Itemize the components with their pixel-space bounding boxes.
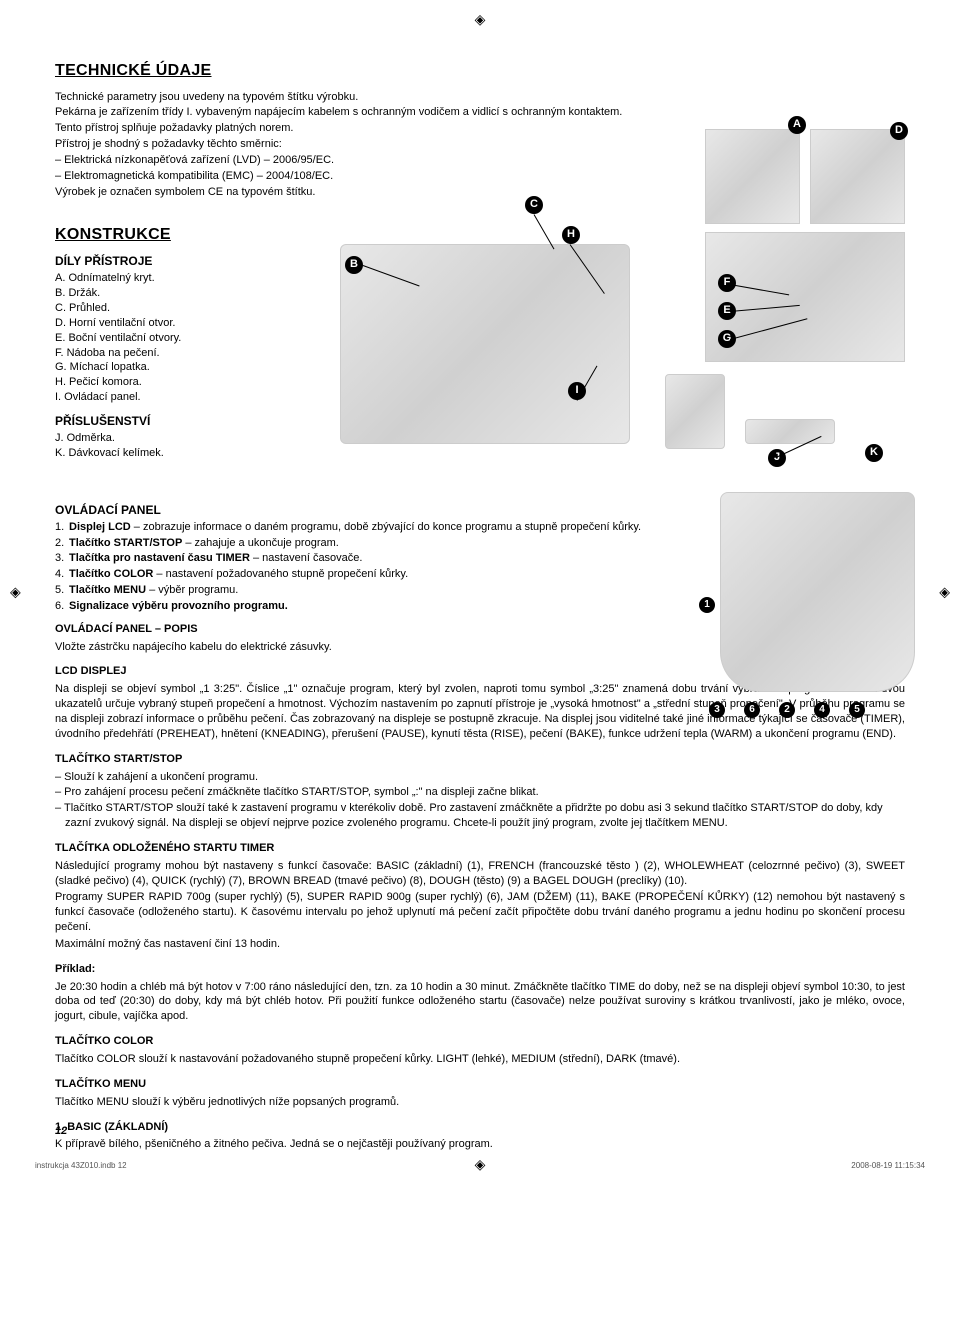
panel-item: 4.Tlačítko COLOR – nastavení požadovanéh… xyxy=(55,567,695,582)
heading-construction: KONSTRUKCE xyxy=(55,224,300,246)
registration-mark-left: ◈ xyxy=(10,583,21,602)
text-paragraph: K přípravě bílého, pšeničného a žitného … xyxy=(55,1137,905,1152)
panel-callout-2: 2 xyxy=(779,702,795,718)
subheading-menu: TLAČÍTKO MENU xyxy=(55,1077,905,1092)
part-item: B. Držák. xyxy=(55,286,300,301)
panel-callout-4: 4 xyxy=(814,702,830,718)
callout-d: D xyxy=(890,122,908,140)
product-image-lid-2 xyxy=(810,129,905,224)
panel-callout-5: 5 xyxy=(849,702,865,718)
panel-item: 5.Tlačítko MENU – výběr programu. xyxy=(55,583,695,598)
product-image-lid-1 xyxy=(705,129,800,224)
registration-mark-right: ◈ xyxy=(939,583,950,602)
part-item: E. Boční ventilační otvory. xyxy=(55,331,300,346)
panel-callout-3: 3 xyxy=(709,702,725,718)
part-item: C. Průhled. xyxy=(55,301,300,316)
part-item: A. Odnímatelný kryt. xyxy=(55,271,300,286)
product-image-cup xyxy=(665,374,725,449)
page-number: 12 xyxy=(55,1124,67,1139)
subheading-color: TLAČÍTKO COLOR xyxy=(55,1034,905,1049)
footer-file-info: instrukcja 43Z010.indb 12 xyxy=(35,1161,127,1172)
product-image-spoon xyxy=(745,419,835,444)
text-paragraph: Je 20:30 hodin a chléb má být hotov v 7:… xyxy=(55,980,905,1025)
part-item: H. Pečicí komora. xyxy=(55,375,300,390)
accessories-list: J. Odměrka. K. Dávkovací kelímek. xyxy=(55,431,300,461)
intro-line: Technické parametry jsou uvedeny na typo… xyxy=(55,90,905,105)
panel-item: 3.Tlačítka pro nastavení času TIMER – na… xyxy=(55,551,695,566)
accessory-item: K. Dávkovací kelímek. xyxy=(55,446,300,461)
panel-callout-1: 1 xyxy=(699,597,715,613)
basic-text: K přípravě bílého, pšeničného a žitného … xyxy=(55,1137,905,1152)
text-paragraph: Programy SUPER RAPID 700g (super rychlý)… xyxy=(55,890,905,935)
panel-item: 6.Signalizace výběru provozního programu… xyxy=(55,599,695,614)
intro-line: Pekárna je zařízením třídy I. vybaveným … xyxy=(55,105,905,120)
callout-f: F xyxy=(718,274,736,292)
control-panel-image xyxy=(720,492,915,692)
text-paragraph: Následující programy mohou být nastaveny… xyxy=(55,859,905,889)
text-paragraph: Tlačítko COLOR slouží k nastavování poža… xyxy=(55,1052,905,1067)
panel-item: 2.Tlačítko START/STOP – zahajuje a ukonč… xyxy=(55,536,695,551)
menu-text: Tlačítko MENU slouží k výběru jednotlivý… xyxy=(55,1095,905,1110)
subheading-basic: 1. BASIC (ZÁKLADNÍ) xyxy=(55,1120,905,1135)
color-text: Tlačítko COLOR slouží k nastavování poža… xyxy=(55,1052,905,1067)
callout-a: A xyxy=(788,116,806,134)
footer-timestamp: 2008-08-19 11:15:34 xyxy=(851,1161,925,1172)
subheading-startstop: TLAČÍTKO START/STOP xyxy=(55,752,905,767)
part-item: I. Ovládací panel. xyxy=(55,390,300,405)
panel-callout-6: 6 xyxy=(744,702,760,718)
registration-mark-top: ◈ xyxy=(475,10,486,29)
accessory-item: J. Odměrka. xyxy=(55,431,300,446)
heading-technical-data: TECHNICKÉ ÚDAJE xyxy=(55,60,905,82)
bullet-item: – Tlačítko START/STOP slouží také k zast… xyxy=(55,801,905,831)
subheading-example: Příklad: xyxy=(55,962,905,977)
parts-list: A. Odnímatelný kryt. B. Držák. C. Průhle… xyxy=(55,271,300,405)
example-text: Je 20:30 hodin a chléb má být hotov v 7:… xyxy=(55,980,905,1025)
subheading-parts: DÍLY PŘÍSTROJE xyxy=(55,253,300,269)
startstop-list: – Slouží k zahájení a ukončení programu.… xyxy=(55,770,905,831)
part-item: D. Horní ventilační otvor. xyxy=(55,316,300,331)
subheading-timer: TLAČÍTKA ODLOŽENÉHO STARTU TIMER xyxy=(55,841,905,856)
timer-text: Následující programy mohou být nastaveny… xyxy=(55,859,905,952)
panel-item-list: 1.Displej LCD – zobrazuje informace o da… xyxy=(55,520,695,614)
registration-mark-bottom: ◈ xyxy=(475,1155,486,1174)
part-item: G. Míchací lopatka. xyxy=(55,360,300,375)
callout-k: K xyxy=(865,444,883,462)
panel-item: 1.Displej LCD – zobrazuje informace o da… xyxy=(55,520,695,535)
text-paragraph: Tlačítko MENU slouží k výběru jednotlivý… xyxy=(55,1095,905,1110)
callout-h: H xyxy=(562,226,580,244)
bullet-item: – Slouží k zahájení a ukončení programu. xyxy=(55,770,905,785)
product-diagram-area: A D B C H F E G I J K xyxy=(310,214,905,494)
part-item: F. Nádoba na pečení. xyxy=(55,346,300,361)
bullet-item: – Pro zahájení procesu pečení zmáčkněte … xyxy=(55,785,905,800)
callout-b: B xyxy=(345,256,363,274)
subheading-accessories: PŘÍSLUŠENSTVÍ xyxy=(55,413,300,429)
text-paragraph: Maximální možný čas nastavení činí 13 ho… xyxy=(55,937,905,952)
callout-c: C xyxy=(525,196,543,214)
